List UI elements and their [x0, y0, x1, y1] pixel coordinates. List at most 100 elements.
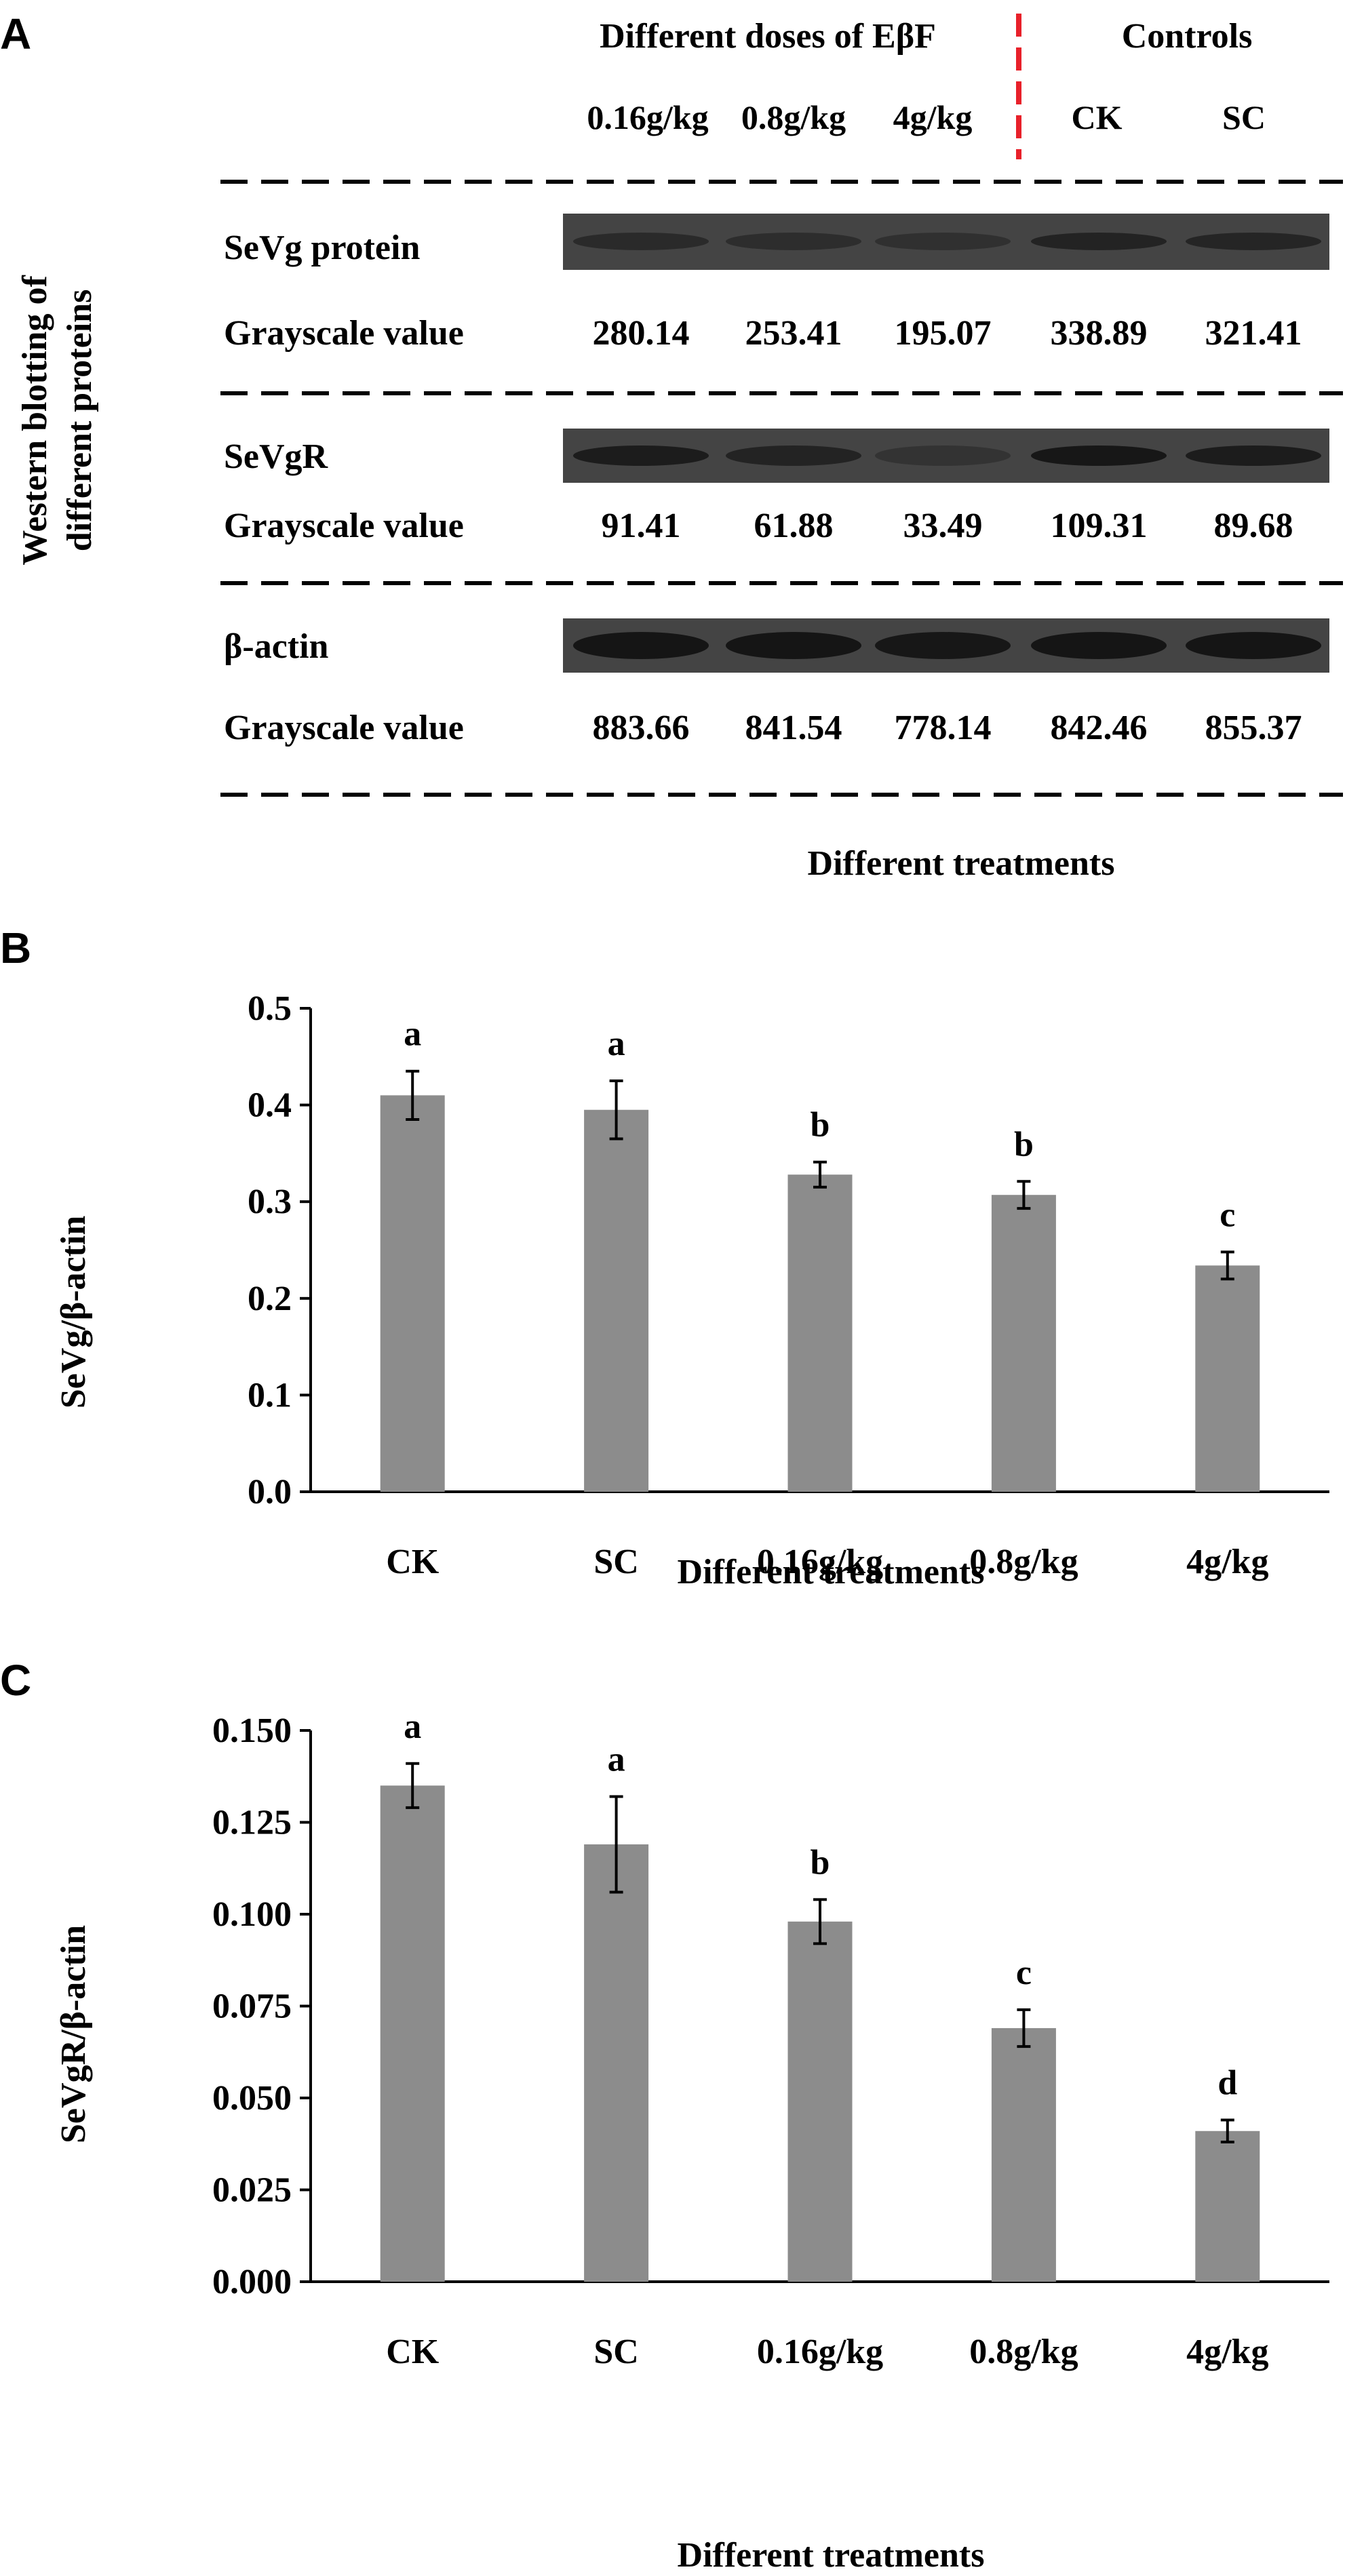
value-sevg-5: 321.41 — [1205, 314, 1302, 353]
lane-label-0.8: 0.8g/kg — [741, 98, 846, 136]
bands-actin-lane-2 — [726, 632, 861, 659]
chart-b-y-tick-label: 0.2 — [248, 1280, 292, 1318]
chart-c-category-label: 0.8g/kg — [969, 2333, 1078, 2371]
values-sevgr: 91.41 61.88 33.49 109.31 89.68 — [602, 507, 1293, 545]
values-actin: 883.66 841.54 778.14 842.46 855.37 — [593, 709, 1302, 747]
chart-b-bar — [991, 1195, 1056, 1492]
chart-c-category-label: 4g/kg — [1186, 2333, 1268, 2371]
chart-b-significance-letter: a — [608, 1025, 625, 1063]
chart-b-category-label: 4g/kg — [1186, 1543, 1268, 1581]
bands-sevgr-lane-1 — [573, 445, 709, 466]
bands-sevgr — [573, 445, 1321, 466]
bands-actin-lane-4 — [1031, 632, 1167, 659]
bands-sevg — [573, 233, 1321, 250]
lane-label-0.16: 0.16g/kg — [587, 98, 708, 136]
side-label-line2: different proteins — [60, 290, 99, 552]
bands-actin-lane-1 — [573, 632, 709, 659]
bands-sevgr-lane-2 — [726, 445, 861, 466]
bands-sevg-lane-2 — [726, 233, 861, 250]
bands-actin-lane-5 — [1186, 632, 1321, 659]
chart-c-significance-letter: b — [811, 1843, 830, 1882]
bands-sevg-lane-1 — [573, 233, 709, 250]
chart-c-y-tick-label: 0.000 — [212, 2263, 292, 2301]
controls-header: Controls — [1122, 17, 1253, 56]
bands-sevg-lane-4 — [1031, 233, 1167, 250]
chart-b-category-label: SC — [593, 1543, 638, 1581]
grayscale-label-sevgr: Grayscale value — [224, 507, 464, 545]
chart-c-bar — [1195, 2131, 1260, 2282]
doses-header: Different doses of EβF — [600, 17, 936, 56]
chart-b-y-tick-label: 0.4 — [248, 1086, 292, 1125]
chart-b-significance-letter: a — [404, 1015, 421, 1054]
bands-sevg-lane-3 — [875, 233, 1011, 250]
value-sevgr-3: 33.49 — [903, 507, 983, 545]
value-actin-5: 855.37 — [1205, 709, 1302, 747]
value-sevgr-1: 91.41 — [602, 507, 681, 545]
chart-b-y-tick-label: 0.0 — [248, 1473, 292, 1511]
chart-c-bar — [787, 1921, 853, 2282]
chart-b-y-tick-label: 0.3 — [248, 1183, 292, 1221]
chart-c-x-axis-label: Different treatments — [678, 2536, 985, 2575]
protein-name-sevg: SeVg protein — [224, 229, 420, 267]
lane-labels: 0.16g/kg 0.8g/kg 4g/kg CK SC — [587, 98, 1266, 136]
chart-c-y-tick-label: 0.125 — [212, 1804, 292, 1842]
value-sevgr-2: 61.88 — [754, 507, 834, 545]
values-sevg: 280.14 253.41 195.07 338.89 321.41 — [593, 314, 1302, 353]
bands-actin-lane-3 — [875, 632, 1011, 659]
chart-sevg: SeVg/β-actin Different treatments 0.0 0.1… — [54, 989, 1329, 1591]
bands-sevgr-lane-3 — [875, 445, 1011, 466]
chart-c-category-label: 0.16g/kg — [757, 2333, 883, 2371]
protein-name-actin: β-actin — [224, 627, 329, 666]
chart-b-bar — [584, 1109, 649, 1492]
chart-c-y-tick-label: 0.100 — [212, 1895, 292, 1934]
chart-c-y-tick-label: 0.150 — [212, 1711, 292, 1750]
panel-label-b: B — [0, 924, 31, 972]
chart-b-significance-letter: b — [1014, 1125, 1034, 1164]
chart-b-y-axis-label: SeVg/β-actin — [54, 1216, 93, 1409]
chart-c-significance-letter: c — [1016, 1954, 1032, 1992]
chart-c-category-label: SC — [593, 2333, 638, 2371]
chart-c-significance-letter: a — [404, 1707, 421, 1746]
chart-c-y-axis-label: SeVgR/β-actin — [54, 1925, 93, 2143]
bands-actin — [573, 632, 1321, 659]
value-sevgr-4: 109.31 — [1051, 507, 1148, 545]
lane-label-4: 4g/kg — [893, 98, 973, 136]
lane-label-sc: SC — [1222, 98, 1266, 136]
chart-b-x-axis-label: Different treatments — [678, 1553, 985, 1591]
blot-x-axis-label: Different treatments — [808, 844, 1115, 883]
chart-b-category-label: 0.16g/kg — [757, 1543, 883, 1581]
chart-c-y-tick-label: 0.025 — [212, 2171, 292, 2210]
value-actin-3: 778.14 — [895, 709, 992, 747]
value-actin-4: 842.46 — [1051, 709, 1148, 747]
bands-sevgr-lane-4 — [1031, 445, 1167, 466]
chart-c-bar — [380, 1785, 445, 2282]
side-label-line1: Western blotting of — [16, 275, 54, 566]
value-actin-2: 841.54 — [745, 709, 842, 747]
side-label: Western blotting of different proteins — [16, 275, 99, 566]
chart-b-bar — [1195, 1265, 1260, 1492]
panel-label-a: A — [0, 9, 31, 58]
value-sevg-4: 338.89 — [1051, 314, 1148, 353]
chart-b-bar — [787, 1174, 853, 1492]
blot-panel: Different doses of EβF Controls 0.16g/kg… — [16, 14, 1343, 883]
value-sevg-1: 280.14 — [593, 314, 690, 353]
chart-c-bar — [991, 2028, 1056, 2282]
grayscale-label-actin: Grayscale value — [224, 709, 464, 747]
value-actin-1: 883.66 — [593, 709, 690, 747]
value-sevg-2: 253.41 — [745, 314, 842, 353]
chart-sevgr: SeVgR/β-actin Different treatments 0.000… — [54, 1707, 1329, 2575]
value-sevgr-5: 89.68 — [1214, 507, 1293, 545]
chart-b-significance-letter: b — [811, 1106, 830, 1145]
protein-name-sevgr: SeVgR — [224, 437, 329, 476]
panel-label-c: C — [0, 1656, 31, 1705]
chart-c-bar — [584, 1844, 649, 2282]
value-sevg-3: 195.07 — [895, 314, 992, 353]
chart-b-y-tick-label: 0.1 — [248, 1376, 292, 1414]
chart-b-significance-letter: c — [1220, 1195, 1235, 1234]
chart-b-category-label: CK — [386, 1543, 440, 1581]
chart-c-y-tick-label: 0.075 — [212, 1987, 292, 2026]
chart-b-y-tick-label: 0.5 — [248, 989, 292, 1028]
lane-label-ck: CK — [1072, 98, 1123, 136]
bands-sevg-lane-5 — [1186, 233, 1321, 250]
